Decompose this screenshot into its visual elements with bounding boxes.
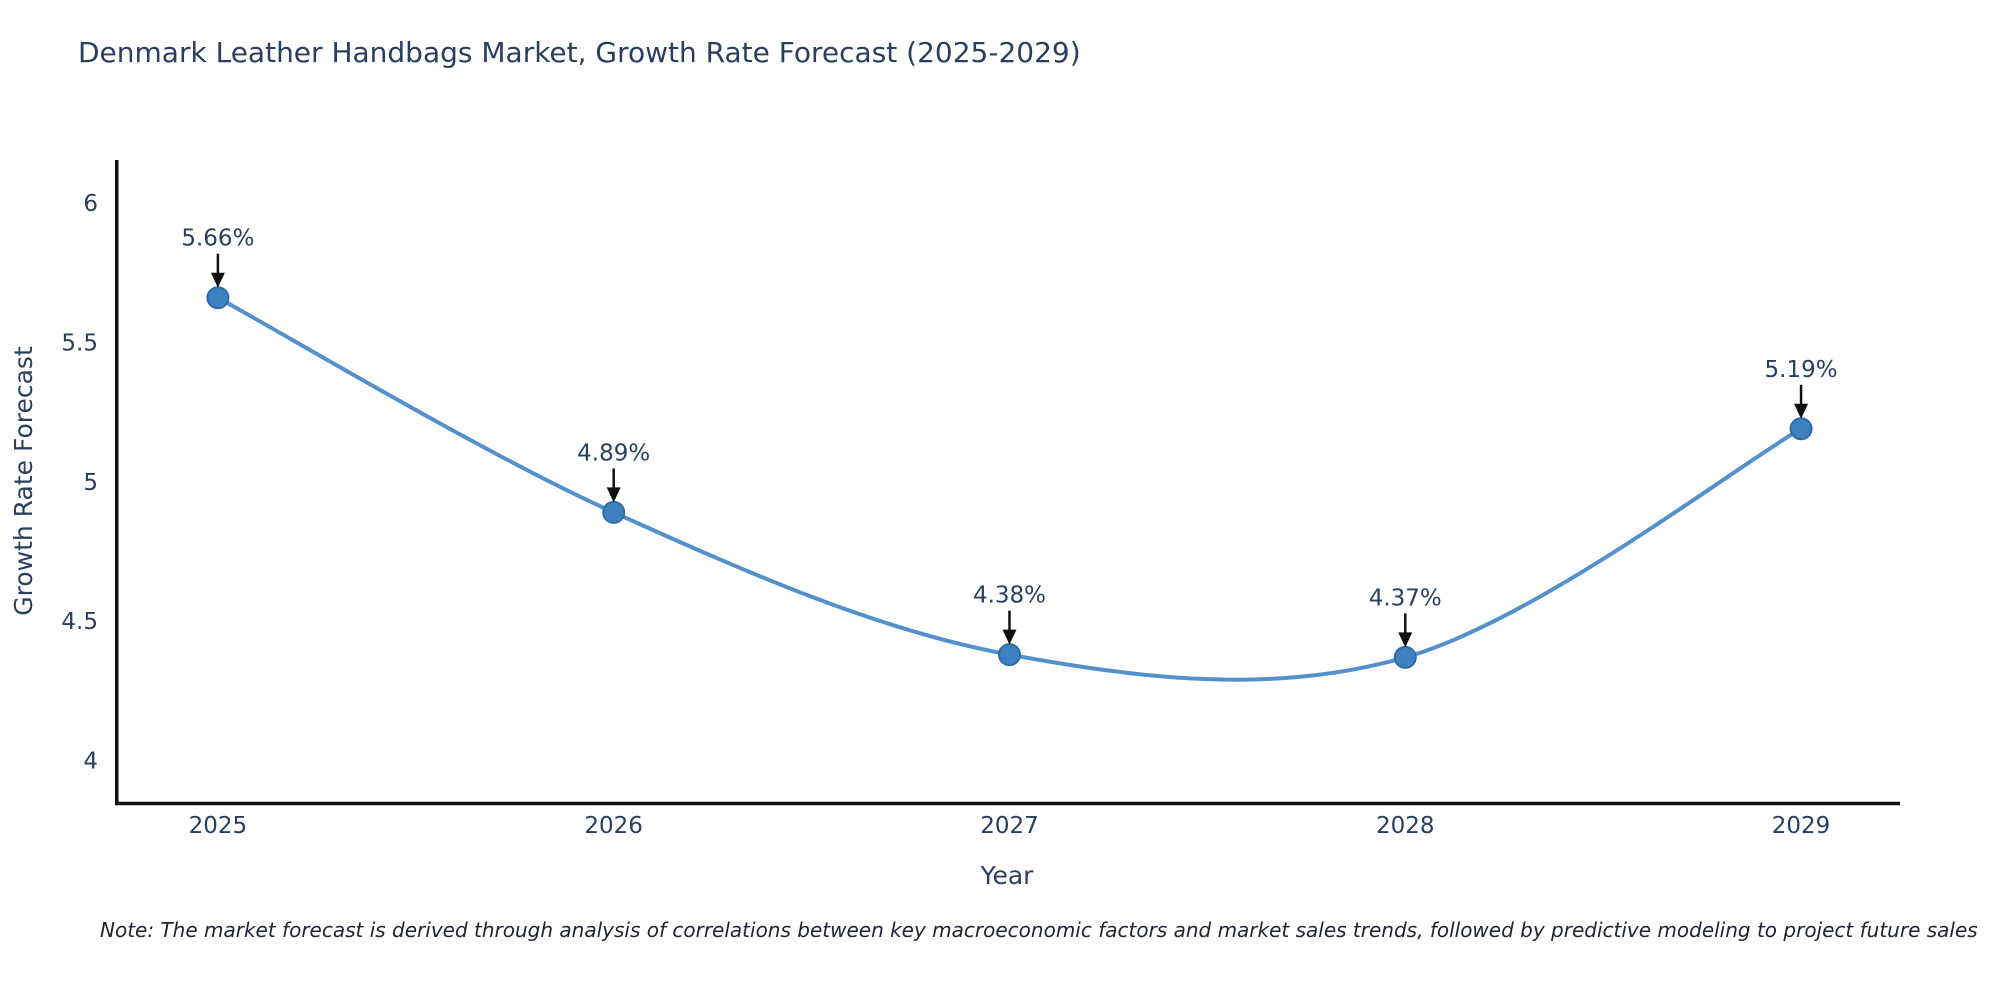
plot-area: 4 4.5 5 5.5 6 2025 2026 2027 2028 2029 5.66% 4.89% 4…: [61, 160, 1900, 839]
y-tick-label: 5.5: [61, 330, 98, 356]
footnote: Note: The market forecast is derived thr…: [100, 918, 1978, 942]
x-tick-label: 2025: [189, 813, 248, 839]
annotation-label: 5.19%: [1765, 357, 1838, 383]
y-tick-label: 4: [83, 749, 98, 775]
x-tick-label: 2027: [980, 813, 1039, 839]
annotation-label: 5.66%: [181, 226, 254, 252]
x-axis-title: Year: [980, 861, 1035, 890]
annotation-arrowhead: [1794, 403, 1809, 419]
data-point-marker: [1789, 417, 1813, 441]
annotation-arrowhead: [210, 272, 225, 288]
y-tick-label: 6: [83, 191, 98, 217]
annotation-arrowhead: [606, 487, 621, 503]
annotation-label: 4.37%: [1369, 585, 1442, 611]
x-tick-label: 2028: [1376, 813, 1435, 839]
annotation-label: 4.89%: [577, 440, 650, 466]
y-axis-title: Growth Rate Forecast: [9, 346, 38, 616]
x-tick-label: 2026: [584, 813, 643, 839]
annotation-label: 4.38%: [973, 583, 1046, 609]
x-tick-label: 2029: [1772, 813, 1831, 839]
annotation-arrowhead: [1002, 629, 1017, 645]
chart-title: Denmark Leather Handbags Market, Growth …: [78, 36, 1081, 69]
data-point-marker: [602, 500, 626, 524]
data-point-marker: [1393, 645, 1417, 669]
y-tick-label: 4.5: [61, 609, 98, 635]
data-point-marker: [997, 643, 1021, 667]
annotation-arrowhead: [1398, 632, 1413, 648]
data-point-marker: [206, 286, 230, 310]
y-tick-label: 5: [83, 470, 98, 496]
